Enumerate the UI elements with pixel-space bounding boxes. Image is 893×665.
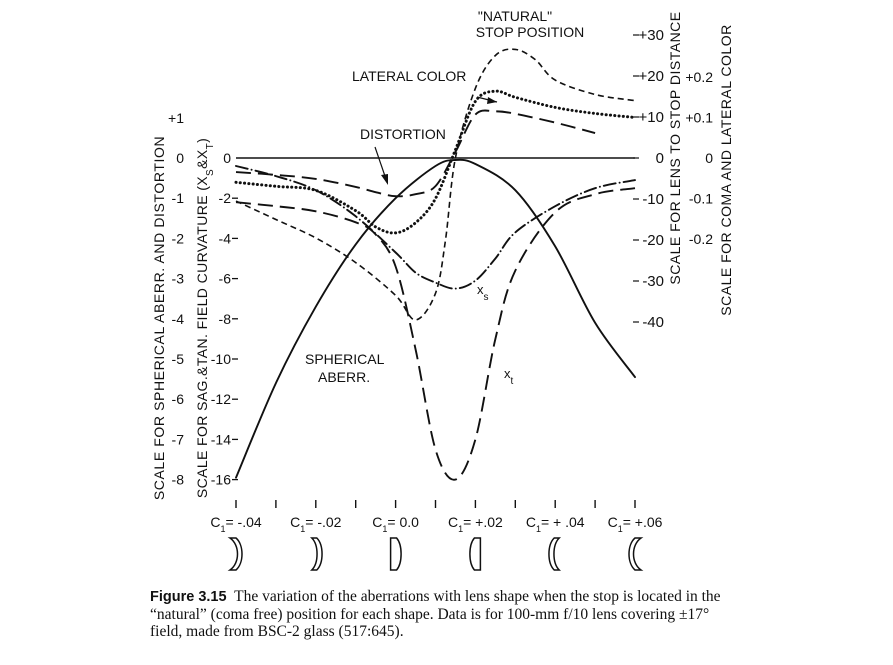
left-axes: +1 0 -1 -2 -3 -4 -5 -6 -7 -8 SCALE FOR SPHERICAL A…	[151, 110, 238, 500]
spherical-distortion-tick: -8	[172, 472, 185, 488]
coma-lateral-color-tick: +0.2	[685, 69, 713, 85]
coma-lateral-color-tick: +0.1	[685, 110, 713, 126]
spherical-distortion-axis-title: SCALE FOR SPHERICAL ABERR. AND DISTORTIO…	[151, 136, 167, 500]
curves	[234, 48, 637, 481]
series-line-distortion	[235, 109, 596, 198]
field-curvature-tick: 0	[223, 150, 231, 166]
spherical-distortion-tick: -3	[172, 271, 185, 287]
spherical-distortion-tick: -5	[172, 351, 185, 367]
xt-label: xt	[504, 366, 514, 387]
spherical-label-line1: SPHERICAL	[305, 351, 385, 367]
series-line-x-s	[235, 165, 636, 290]
series-line-x-t	[235, 187, 636, 481]
lens-shapes	[227, 537, 644, 571]
x-tick-label: C1= + .04	[526, 514, 585, 534]
field-curvature-tick: -14	[211, 431, 231, 447]
lens-icon	[389, 537, 402, 571]
coma-lateral-color-axis-title: SCALE FOR COMA AND LATERAL COLOR	[718, 24, 734, 315]
field-curvature-tick: -2	[219, 190, 232, 206]
natural-label-line2: STOP POSITION	[476, 24, 584, 40]
lens-icon	[309, 537, 323, 571]
field-curvature-tick: -4	[219, 230, 232, 246]
xs-label: xs	[477, 282, 489, 303]
x-tick-label: C1= +.02	[448, 514, 503, 534]
field-curvature-tick: -10	[211, 351, 231, 367]
coma-lateral-color-tick: -0.2	[689, 231, 713, 247]
caption-text: The variation of the aberrations with le…	[150, 588, 721, 640]
spherical-distortion-tick: -4	[172, 311, 185, 327]
coma-lateral-color-tick: -0.1	[689, 191, 713, 207]
coma-lateral-color-tick: 0	[705, 150, 713, 166]
stop-distance-axis-title: SCALE FOR LENS TO STOP DISTANCE	[667, 11, 683, 284]
lateral-color-arrow	[487, 97, 497, 104]
field-curvature-tick: -16	[211, 472, 231, 488]
stop-distance-tick: 0	[656, 150, 664, 167]
caption-label: Figure 3.15	[150, 589, 227, 605]
spherical-distortion-tick: -2	[172, 230, 185, 246]
stop-distance-tick: -10	[642, 191, 664, 208]
x-axis: C1= -.04 C1= -.02 C1= 0.0 C1= +.02 C1= + .04…	[210, 500, 663, 534]
field-curvature-tick: -12	[211, 391, 231, 407]
spherical-distortion-tick: -6	[172, 391, 185, 407]
series-line-lateral-color	[234, 89, 637, 235]
stop-distance-tick: -20	[642, 232, 664, 249]
annotations: "NATURAL"STOP POSITION LATERAL COLOR DISTO…	[305, 8, 584, 387]
x-tick-label: C1= +.06	[608, 514, 663, 534]
field-curvature-tick: -6	[219, 271, 232, 287]
stop-distance-tick: +10	[639, 109, 664, 126]
field-curvature-axis-title: SCALE FOR SAG.&TAN. FIELD CURVATURE (XS&…	[194, 138, 216, 498]
distortion-label: DISTORTION	[360, 126, 446, 142]
lateral-color-label: LATERAL COLOR	[352, 68, 466, 84]
stop-distance-tick: +30	[639, 27, 664, 44]
natural-label-line1: "NATURAL"	[478, 8, 552, 24]
distortion-arrow	[381, 174, 388, 185]
field-curvature-tick: -8	[219, 311, 232, 327]
spherical-label-line2: ABERR.	[318, 369, 370, 385]
series-line-natural-stop-position	[235, 48, 636, 321]
x-tick-label: C1= 0.0	[372, 514, 419, 534]
x-tick-label: C1= -.04	[210, 514, 262, 534]
stop-distance-tick: +20	[639, 68, 664, 85]
spherical-distortion-tick: 0	[176, 150, 184, 166]
stop-distance-tick: -40	[642, 314, 664, 331]
stop-distance-tick: -30	[642, 273, 664, 290]
lens-icon	[548, 537, 562, 571]
right-axes: +30 +20 +10 0 -10 -20 -30 -40 SCALE FOR LENS TO …	[633, 11, 734, 331]
figure-caption: Figure 3.15 The variation of the aberrat…	[150, 588, 745, 640]
spherical-distortion-tick: -1	[172, 190, 185, 206]
lens-icon	[628, 537, 644, 571]
lens-icon	[227, 537, 243, 571]
series-line-spherical-aberr	[235, 158, 636, 479]
x-tick-label: C1= -.02	[290, 514, 342, 534]
spherical-distortion-tick: +1	[168, 110, 184, 126]
spherical-distortion-tick: -7	[172, 431, 185, 447]
lens-icon	[469, 537, 482, 571]
